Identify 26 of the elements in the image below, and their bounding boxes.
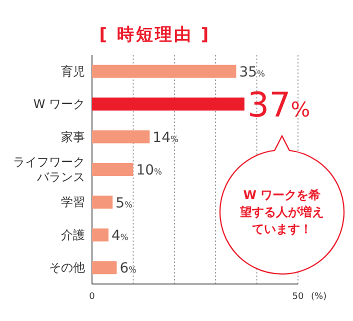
chart-title: [ 時短理由 ] <box>99 25 211 45</box>
y-tick-label: 家事 <box>61 130 85 144</box>
x-tick-label: 50 <box>292 292 304 302</box>
y-tick-label: その他 <box>49 260 85 275</box>
x-tick-label: 0 <box>89 292 96 302</box>
bar <box>92 98 244 111</box>
data-label: 14% <box>152 130 179 146</box>
y-tick-label: 学習 <box>61 195 85 210</box>
bar <box>92 196 113 209</box>
data-label: 5% <box>116 195 133 212</box>
data-label: 37% <box>247 85 310 126</box>
y-tick-label: 介護 <box>61 228 85 242</box>
data-label: 35% <box>239 64 266 80</box>
bar <box>92 261 117 274</box>
y-tick-label: ライフワークバランス <box>13 155 85 184</box>
annotation: W ワークを希望する人が増えています！ <box>239 188 324 236</box>
x-axis-title: (%) <box>311 292 327 302</box>
data-label: 6% <box>120 260 137 277</box>
y-tick-label: 育児 <box>61 64 85 78</box>
bar <box>92 228 108 242</box>
data-label: 10% <box>136 162 162 179</box>
bar <box>92 64 236 78</box>
data-label: 4% <box>111 228 128 244</box>
bar <box>92 163 134 176</box>
y-tick-label: W ワーク <box>33 97 85 112</box>
bar <box>92 130 150 144</box>
